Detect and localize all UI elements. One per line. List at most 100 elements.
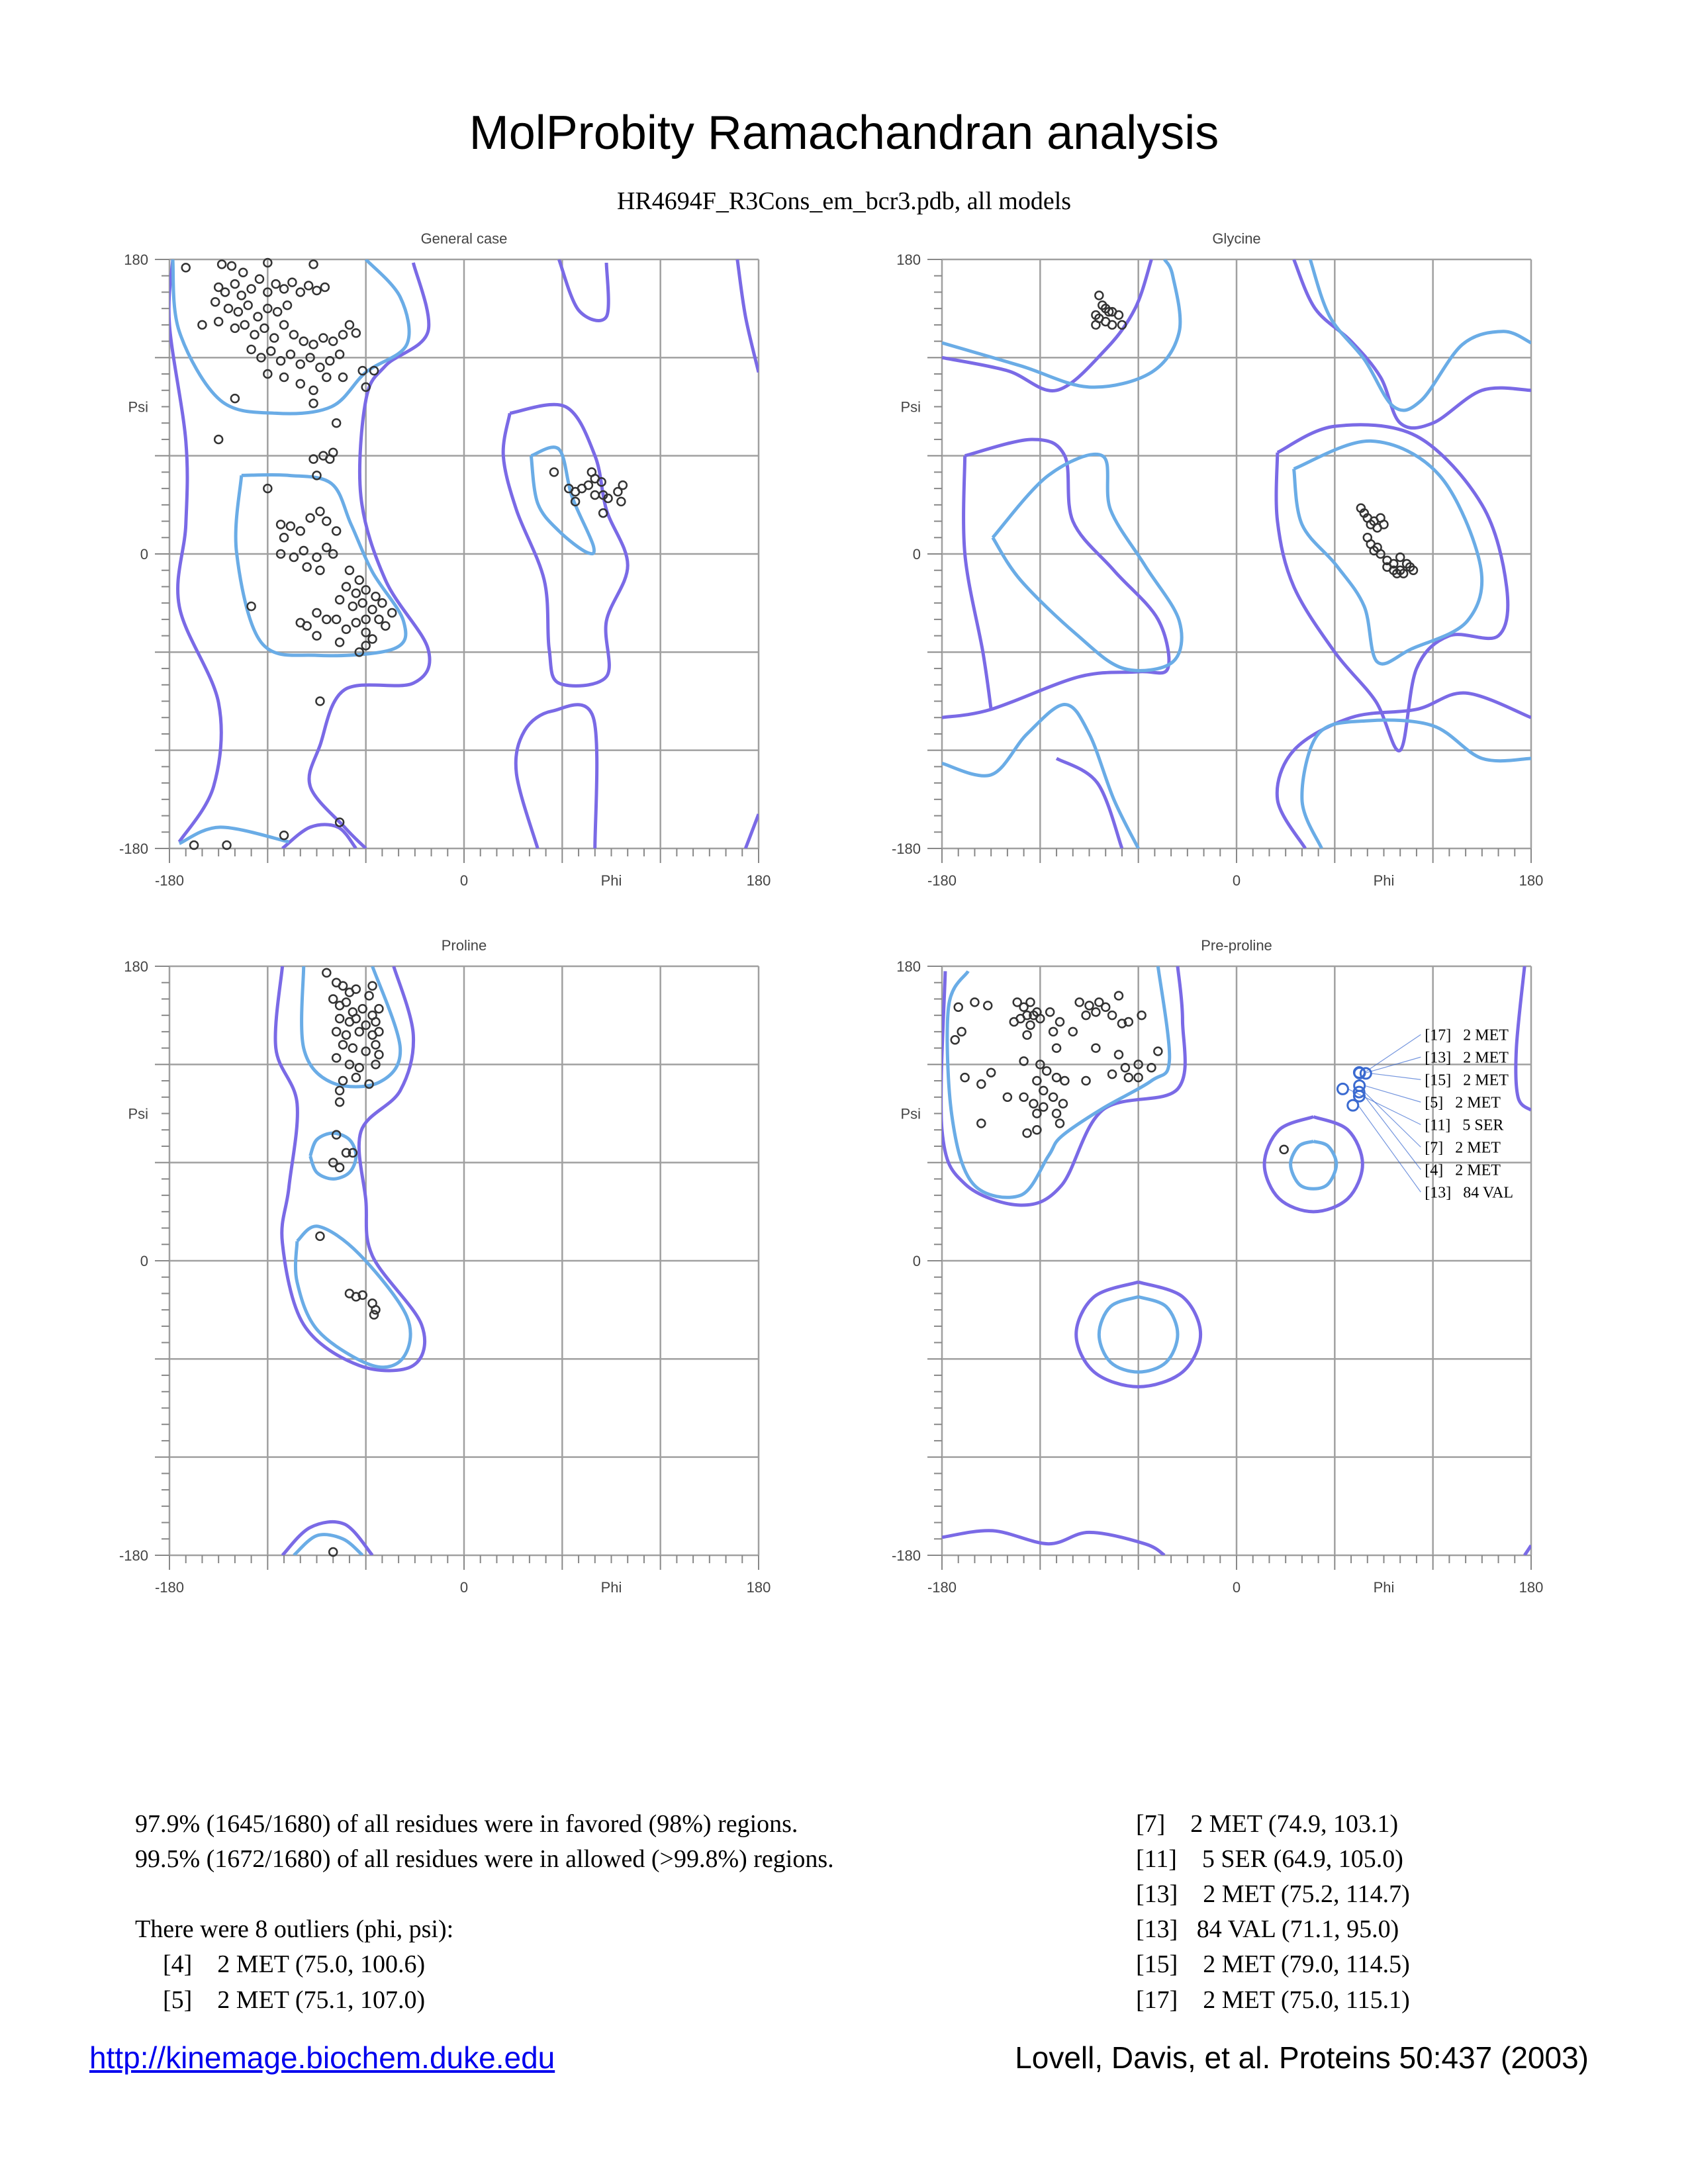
contours <box>942 259 1531 848</box>
y-tick-label: 0 <box>913 1253 921 1269</box>
data-point <box>354 1063 365 1073</box>
data-point <box>1094 997 1104 1007</box>
y-axis-label: Psi <box>900 399 921 416</box>
x-tick-label: 0 <box>1233 1579 1241 1596</box>
outlier-leader-line <box>1364 1056 1421 1074</box>
data-point <box>334 1085 345 1096</box>
data-point <box>1029 1099 1039 1109</box>
outlier-item: [5] 2 MET (75.1, 107.0) <box>163 1986 426 2014</box>
data-point <box>331 1130 342 1140</box>
data-point <box>1051 1043 1062 1053</box>
x-axis-label: Phi <box>601 1579 622 1596</box>
data-point <box>1379 520 1389 529</box>
data-point <box>322 372 332 383</box>
x-axis-label: Phi <box>601 872 622 889</box>
data-point <box>1022 1128 1032 1138</box>
data-point <box>322 516 332 526</box>
outlier-label: [13] 84 VAL <box>1425 1184 1513 1201</box>
data-point <box>1113 310 1124 320</box>
allowed-contour <box>273 966 427 1373</box>
data-point <box>367 604 377 615</box>
contours <box>273 966 427 1555</box>
data-point <box>953 1002 963 1013</box>
outlier-label: [13] 2 MET <box>1425 1049 1509 1066</box>
data-point <box>220 287 230 297</box>
data-point <box>616 496 626 507</box>
data-point <box>263 369 273 379</box>
data-point <box>279 320 289 330</box>
data-point <box>1081 1075 1091 1086</box>
data-point <box>308 454 318 464</box>
data-point <box>1041 1066 1052 1076</box>
data-point <box>315 1231 325 1242</box>
allowed-contour <box>1523 1544 1531 1555</box>
data-point <box>1107 1010 1117 1021</box>
data-point <box>1012 997 1022 1007</box>
favored-contour <box>1097 1295 1180 1374</box>
data-point <box>351 1013 361 1024</box>
data-point <box>318 333 328 343</box>
favored-contour <box>1292 439 1484 666</box>
data-point <box>354 1026 365 1037</box>
data-point <box>299 336 308 346</box>
data-point <box>348 601 358 612</box>
data-point <box>279 533 289 543</box>
outlier-item: [4] 2 MET (75.0, 100.6) <box>163 1950 426 1978</box>
data-point <box>1123 1017 1134 1027</box>
data-point <box>312 471 322 480</box>
x-tick-label: 180 <box>747 872 771 889</box>
favored-contour <box>300 966 402 1089</box>
data-point <box>1395 552 1405 563</box>
favored-contour <box>991 452 1184 672</box>
y-tick-label: -180 <box>892 841 921 857</box>
data-point <box>613 486 623 497</box>
data-point <box>315 506 325 516</box>
data-point <box>1068 1026 1078 1037</box>
favored-contour <box>529 445 596 556</box>
data-point <box>334 817 345 827</box>
data-point <box>361 1046 371 1056</box>
data-point <box>1048 1026 1058 1037</box>
data-point <box>240 320 250 330</box>
data-point <box>369 1310 379 1320</box>
plot-title: General case <box>421 230 508 247</box>
data-point <box>213 282 224 293</box>
data-point <box>279 372 289 383</box>
x-tick-label: 0 <box>460 872 468 889</box>
data-point <box>341 997 352 1007</box>
kinemage-link[interactable]: http://kinemage.biochem.duke.edu <box>89 2040 555 2075</box>
data-point <box>1107 320 1117 330</box>
data-point <box>315 362 325 373</box>
favored-contour <box>234 473 408 658</box>
data-point <box>1113 1050 1124 1060</box>
data-point <box>303 281 314 291</box>
plot-title: Proline <box>442 937 487 954</box>
data-point <box>1137 1010 1147 1021</box>
outlier-leader-line <box>1364 1091 1421 1148</box>
data-point <box>312 285 322 296</box>
data-point <box>361 585 371 595</box>
data-point <box>338 330 348 340</box>
data-point <box>1022 1030 1032 1040</box>
x-tick-label: 180 <box>747 1579 771 1596</box>
data-point <box>328 549 338 559</box>
data-point <box>1081 1010 1091 1021</box>
allowed-contour <box>942 437 1171 719</box>
y-tick-label: 0 <box>913 546 921 563</box>
data-point <box>1025 997 1035 1007</box>
data-point <box>351 1072 361 1083</box>
data-point <box>1382 562 1392 572</box>
data-point <box>213 316 224 327</box>
favored-contour <box>1308 259 1531 412</box>
allowed-contour <box>501 402 630 688</box>
data-point <box>1051 1109 1062 1118</box>
data-point <box>320 282 330 293</box>
x-tick-label: -180 <box>155 1579 184 1596</box>
data-point <box>970 997 980 1007</box>
data-point <box>1408 565 1419 575</box>
data-point <box>285 521 296 531</box>
data-point <box>374 614 384 625</box>
data-point <box>361 614 371 625</box>
data-point <box>351 328 361 338</box>
data-point <box>1055 1118 1065 1128</box>
